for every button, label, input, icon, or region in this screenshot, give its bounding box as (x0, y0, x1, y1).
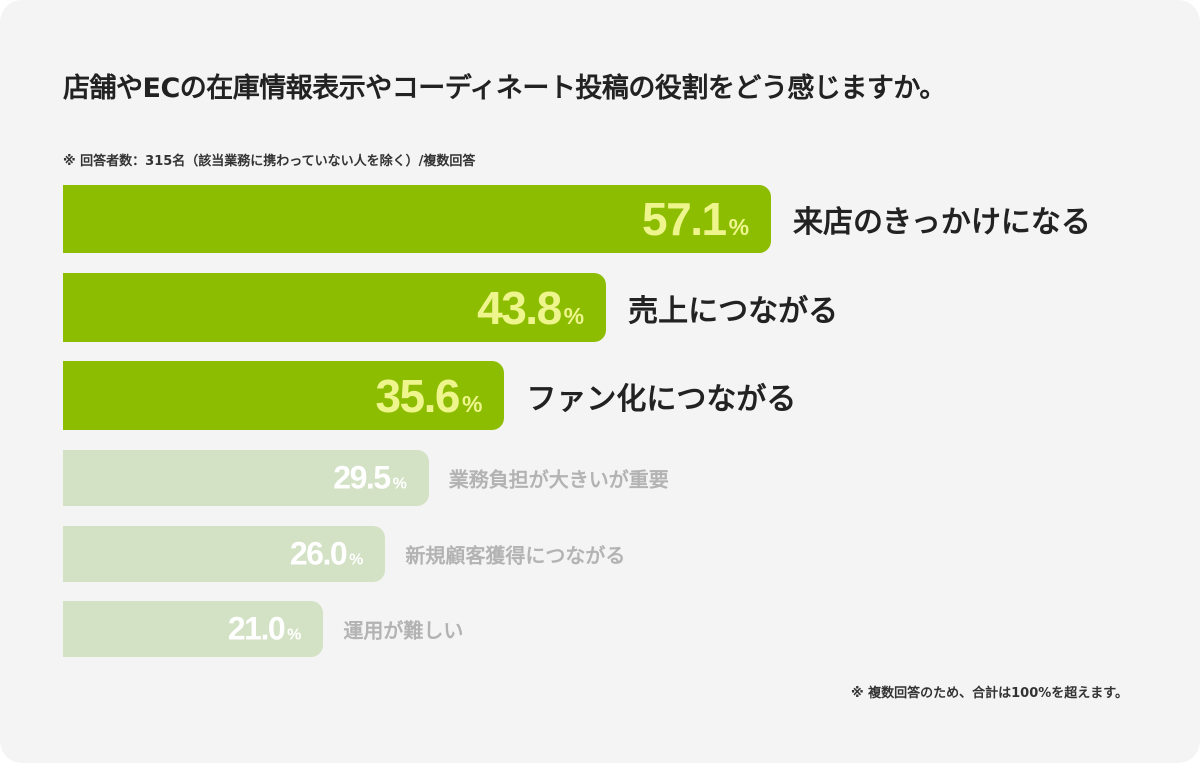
value-unit: % (392, 475, 407, 493)
category-label: 新規顧客獲得につながる (405, 543, 626, 568)
category-label: 売上につながる (628, 293, 839, 329)
chart-title: 店舗やECの在庫情報表示やコーディネート投稿の役割をどう感じますか。 (63, 73, 946, 104)
value-label: 26.0% (290, 536, 364, 573)
value-unit: % (563, 302, 585, 329)
value-unit: % (461, 390, 483, 417)
value-unit: % (287, 626, 302, 644)
bar-5: 26.0% (63, 526, 386, 582)
value-label: 21.0% (228, 611, 302, 648)
bar-1: 57.1% (63, 185, 772, 253)
value-label: 57.1% (642, 192, 749, 246)
bar-2: 43.8% (63, 273, 607, 342)
value-unit: % (349, 551, 364, 569)
value-number: 57.1 (642, 193, 727, 245)
respondent-note: ※ 回答者数：315名（該当業務に携わっていない人を除く）/複数回答 (63, 154, 476, 169)
bar-6: 21.0% (63, 601, 324, 657)
value-label: 35.6% (375, 369, 482, 423)
bar-4: 29.5% (63, 450, 429, 506)
category-label: 運用が難しい (343, 618, 464, 643)
category-label: 業務負担が大きいが重要 (448, 467, 669, 492)
value-label: 43.8% (477, 281, 584, 335)
value-number: 29.5 (333, 459, 391, 496)
value-label: 29.5% (333, 460, 407, 497)
bar-3: 35.6% (63, 361, 505, 430)
value-number: 35.6 (375, 369, 460, 422)
value-number: 21.0 (227, 610, 286, 647)
value-unit: % (728, 214, 750, 240)
category-label: 来店のきっかけになる (793, 205, 1091, 240)
footnote: ※ 複数回答のため、合計は100%を超えます。 (850, 686, 1128, 701)
value-number: 26.0 (289, 535, 348, 572)
value-number: 43.8 (477, 281, 562, 334)
category-label: ファン化につながる (526, 381, 797, 417)
